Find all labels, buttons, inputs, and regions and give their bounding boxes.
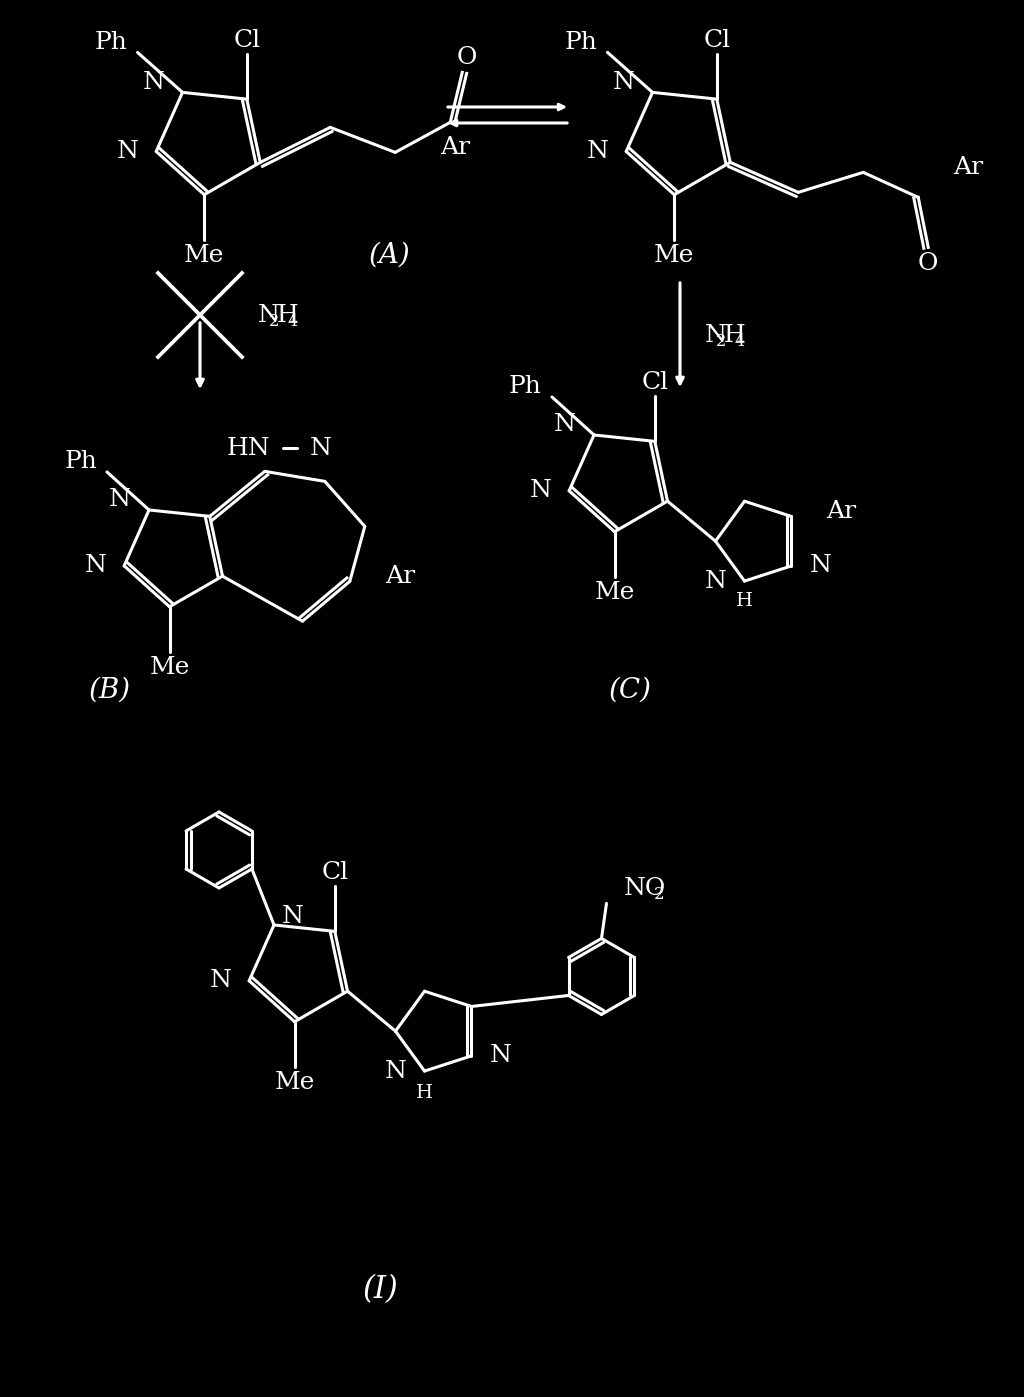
Text: Ph: Ph xyxy=(509,376,542,398)
Text: Ar: Ar xyxy=(385,564,415,588)
Text: Me: Me xyxy=(150,657,189,679)
Text: N: N xyxy=(117,140,138,163)
Text: Ar: Ar xyxy=(826,500,857,522)
Text: O: O xyxy=(919,251,938,275)
Text: HN: HN xyxy=(226,437,269,460)
Text: N: N xyxy=(489,1045,511,1067)
Text: N: N xyxy=(282,905,304,929)
Text: N: N xyxy=(258,303,280,327)
Text: Cl: Cl xyxy=(641,370,669,394)
Text: 2: 2 xyxy=(268,313,280,330)
Text: Ph: Ph xyxy=(65,450,97,474)
Text: N: N xyxy=(587,140,608,163)
Text: 4: 4 xyxy=(734,332,745,349)
Text: 4: 4 xyxy=(288,313,298,330)
Text: H: H xyxy=(724,324,745,346)
Text: Cl: Cl xyxy=(233,28,260,52)
Text: (A): (A) xyxy=(369,242,411,268)
Text: H: H xyxy=(276,303,299,327)
Text: Ph: Ph xyxy=(564,31,597,54)
Text: N: N xyxy=(310,437,332,460)
Text: 2: 2 xyxy=(716,332,726,349)
Text: NO: NO xyxy=(624,877,666,900)
Text: N: N xyxy=(529,479,551,503)
Text: (C): (C) xyxy=(608,676,651,704)
Text: O: O xyxy=(457,46,477,68)
Text: Cl: Cl xyxy=(703,28,730,52)
Text: Me: Me xyxy=(274,1071,314,1094)
Text: Me: Me xyxy=(594,581,635,605)
Text: H: H xyxy=(416,1084,433,1102)
Text: N: N xyxy=(142,71,165,94)
Text: H: H xyxy=(736,592,753,610)
Text: N: N xyxy=(385,1059,407,1083)
Text: N: N xyxy=(209,970,231,992)
Text: N: N xyxy=(110,489,131,511)
Text: Ph: Ph xyxy=(94,31,128,54)
Text: Me: Me xyxy=(654,244,694,267)
Text: Me: Me xyxy=(184,244,224,267)
Text: N: N xyxy=(810,555,831,577)
Text: Ar: Ar xyxy=(440,136,470,159)
Text: (I): (I) xyxy=(362,1274,398,1306)
Text: N: N xyxy=(705,570,726,592)
Text: N: N xyxy=(84,555,106,577)
Text: N: N xyxy=(705,324,727,346)
Text: Cl: Cl xyxy=(322,861,348,884)
Text: N: N xyxy=(554,414,575,436)
Text: Ar: Ar xyxy=(953,156,983,179)
Text: 2: 2 xyxy=(653,886,665,902)
Text: (B): (B) xyxy=(89,676,131,704)
Text: N: N xyxy=(612,71,635,94)
